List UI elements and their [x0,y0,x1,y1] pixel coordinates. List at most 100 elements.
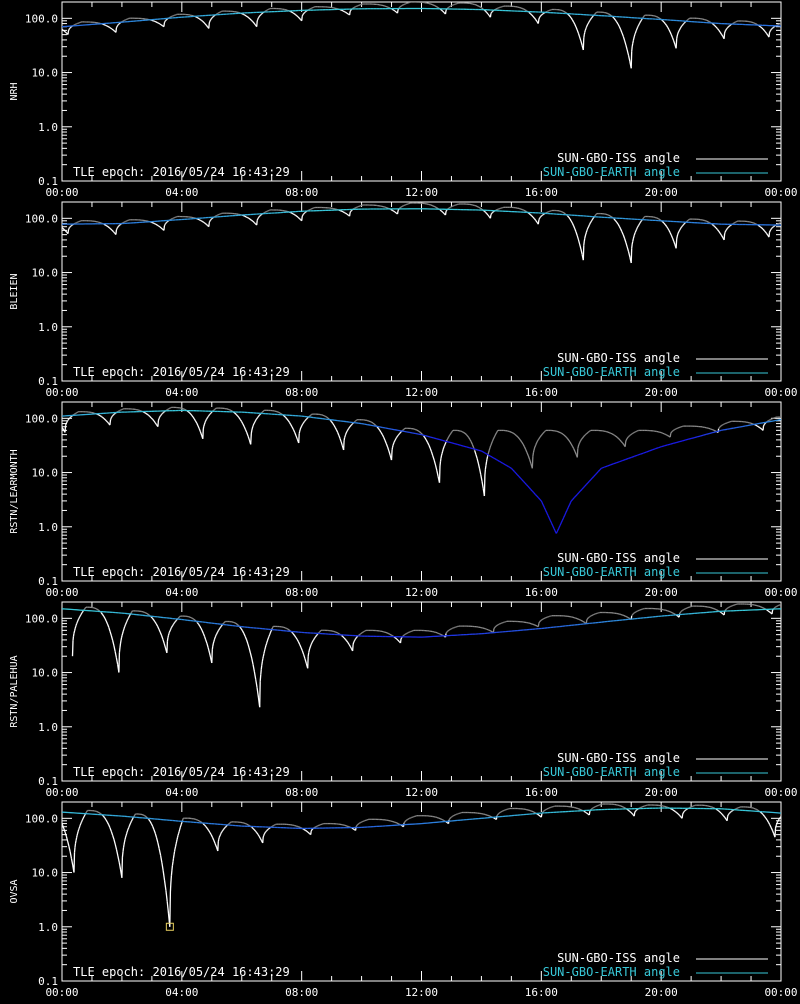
iss-angle-segment [586,27,587,28]
iss-angle-segment [588,618,589,619]
iss-angle-segment [393,444,394,446]
iss-angle-segment [715,227,716,228]
iss-angle-segment [278,412,279,413]
iss-angle-segment [179,617,180,618]
iss-angle-segment [720,32,721,34]
earth-angle-segment [550,519,551,521]
iss-angle-segment [714,609,715,610]
iss-angle-segment [588,227,589,228]
iss-angle-segment [155,423,156,425]
iss-angle-segment [153,223,154,224]
earth-angle-segment [552,524,553,526]
iss-angle-segment [584,436,585,437]
iss-angle-segment [575,229,576,232]
earth-angle-segment [576,494,578,496]
iss-angle-segment [534,447,535,449]
iss-angle-segment [722,613,723,614]
iss-angle-segment [464,433,465,434]
iss-angle-segment [476,454,477,458]
earth-angle-segment [715,431,718,432]
iss-angle-segment [595,13,596,14]
iss-angle-segment [271,631,272,632]
iss-angle-segment [397,436,398,437]
iss-angle-segment [581,620,582,621]
iss-angle-segment [337,633,338,634]
iss-angle-segment [255,421,256,422]
iss-angle-segment [200,626,201,628]
iss-angle-segment [311,644,312,645]
iss-angle-segment [303,215,304,216]
iss-angle-segment [74,633,75,636]
iss-angle-segment [122,636,123,638]
iss-angle-segment [403,635,404,636]
iss-angle-segment [247,433,248,437]
iss-angle-segment [563,434,564,435]
iss-angle-segment [149,415,150,416]
iss-angle-segment [223,623,224,624]
iss-angle-segment [372,422,373,423]
iss-angle-segment [259,17,260,18]
tle-epoch-annotation: TLE epoch: 2016/05/24 16:43:29 [73,365,290,379]
iss-angle-segment [441,634,442,635]
iss-angle-segment [728,228,729,229]
iss-angle-segment [304,13,305,14]
iss-angle-segment [67,422,68,423]
iss-angle-segment [78,620,79,621]
iss-angle-segment [351,210,352,211]
iss-angle-segment [659,18,660,19]
x-tick-label: 12:00 [405,786,438,799]
iss-angle-segment [761,607,762,608]
earth-angle-segment [736,427,739,428]
iss-angle-segment [258,416,259,417]
earth-angle-segment [757,423,760,424]
iss-angle-segment [81,613,82,614]
x-tick-label: 20:00 [645,586,678,599]
iss-angle-segment [681,227,682,228]
iss-angle-segment [264,649,265,651]
iss-angle-segment [336,632,337,633]
iss-angle-segment [66,32,67,33]
iss-angle-segment [521,209,522,210]
iss-angle-segment [584,436,585,437]
iss-angle-segment [221,626,222,627]
iss-angle-segment [635,231,636,232]
earth-angle-segment [619,461,622,462]
earth-angle-segment [697,436,700,437]
iss-angle-segment [347,13,348,14]
iss-angle-segment [297,16,298,17]
earth-angle-segment [522,480,524,482]
iss-angle-segment [59,28,60,29]
iss-angle-segment [539,17,540,18]
iss-angle-segment [633,613,634,614]
iss-angle-segment [256,419,257,420]
iss-angle-segment [262,13,263,14]
iss-angle-segment [312,641,313,642]
iss-angle-segment [636,30,637,31]
iss-angle-segment [450,433,451,434]
iss-angle-segment [615,435,616,436]
iss-angle-segment [707,20,708,21]
iss-angle-segment [665,225,666,227]
iss-angle-segment [568,216,569,217]
x-tick-label: 16:00 [525,186,558,199]
iss-angle-segment [198,426,199,429]
earth-angle-segment [498,461,500,462]
iss-angle-segment [470,439,471,441]
iss-angle-segment [670,32,671,35]
iss-angle-segment [617,222,618,224]
iss-angle-segment [397,639,398,640]
iss-angle-segment [476,5,477,6]
iss-angle-segment [206,419,207,420]
iss-angle-segment [534,18,535,20]
earth-angle-segment [600,468,602,470]
iss-angle-segment [679,231,680,232]
iss-angle-segment [726,609,727,610]
iss-angle-segment [770,230,771,231]
iss-angle-segment [250,653,251,659]
iss-angle-segment [472,444,473,447]
earth-angle-segment [664,445,667,446]
iss-angle-segment [615,220,616,222]
iss-angle-segment [767,234,768,236]
iss-angle-segment [111,229,112,230]
